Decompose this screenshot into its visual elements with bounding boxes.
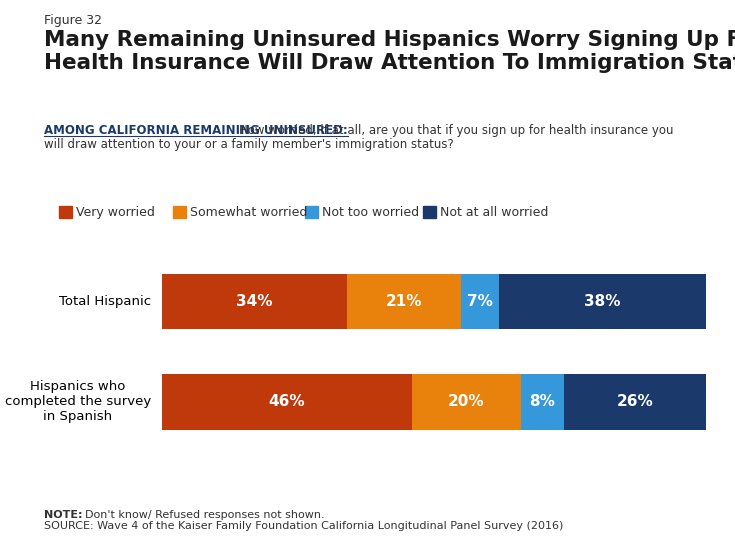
Text: 38%: 38% bbox=[584, 294, 620, 309]
Text: AMONG CALIFORNIA REMAINING UNINSURED:: AMONG CALIFORNIA REMAINING UNINSURED: bbox=[44, 124, 348, 137]
Text: 8%: 8% bbox=[529, 395, 556, 409]
Text: 34%: 34% bbox=[236, 294, 273, 309]
Text: 21%: 21% bbox=[385, 294, 422, 309]
Text: Somewhat worried: Somewhat worried bbox=[190, 206, 307, 219]
Text: Many Remaining Uninsured Hispanics Worry Signing Up For
Health Insurance Will Dr: Many Remaining Uninsured Hispanics Worry… bbox=[44, 30, 735, 73]
Text: will draw attention to your or a family member's immigration status?: will draw attention to your or a family … bbox=[44, 138, 453, 152]
Text: 46%: 46% bbox=[268, 395, 305, 409]
Text: Not at all worried: Not at all worried bbox=[440, 206, 548, 219]
Text: Don't know/ Refused responses not shown.: Don't know/ Refused responses not shown. bbox=[85, 510, 324, 520]
Text: Total Hispanic: Total Hispanic bbox=[59, 295, 151, 308]
Text: 7%: 7% bbox=[467, 294, 493, 309]
Text: Very worried: Very worried bbox=[76, 206, 154, 219]
Text: KAISER: KAISER bbox=[647, 499, 695, 512]
Text: 20%: 20% bbox=[448, 395, 484, 409]
Text: SOURCE: Wave 4 of the Kaiser Family Foundation California Longitudinal Panel Sur: SOURCE: Wave 4 of the Kaiser Family Foun… bbox=[44, 521, 564, 531]
Bar bbox=[461, 274, 499, 329]
Bar bbox=[162, 274, 347, 329]
Bar bbox=[347, 274, 461, 329]
Text: 26%: 26% bbox=[617, 395, 653, 409]
Text: How worried, if at all, are you that if you sign up for health insurance you: How worried, if at all, are you that if … bbox=[239, 124, 673, 137]
Bar bbox=[520, 374, 564, 430]
Bar bbox=[412, 374, 520, 430]
Text: Hispanics who
completed the survey
in Spanish: Hispanics who completed the survey in Sp… bbox=[4, 381, 151, 424]
Text: FAMILY: FAMILY bbox=[648, 511, 694, 524]
Bar bbox=[499, 274, 706, 329]
Text: Not too worried: Not too worried bbox=[322, 206, 419, 219]
Text: NOTE:: NOTE: bbox=[44, 510, 82, 520]
Bar bbox=[564, 374, 706, 430]
Text: THE HENRY J.: THE HENRY J. bbox=[651, 492, 690, 497]
Bar bbox=[162, 374, 412, 430]
Text: FOUNDATION: FOUNDATION bbox=[651, 525, 690, 530]
Text: Figure 32: Figure 32 bbox=[44, 14, 102, 27]
